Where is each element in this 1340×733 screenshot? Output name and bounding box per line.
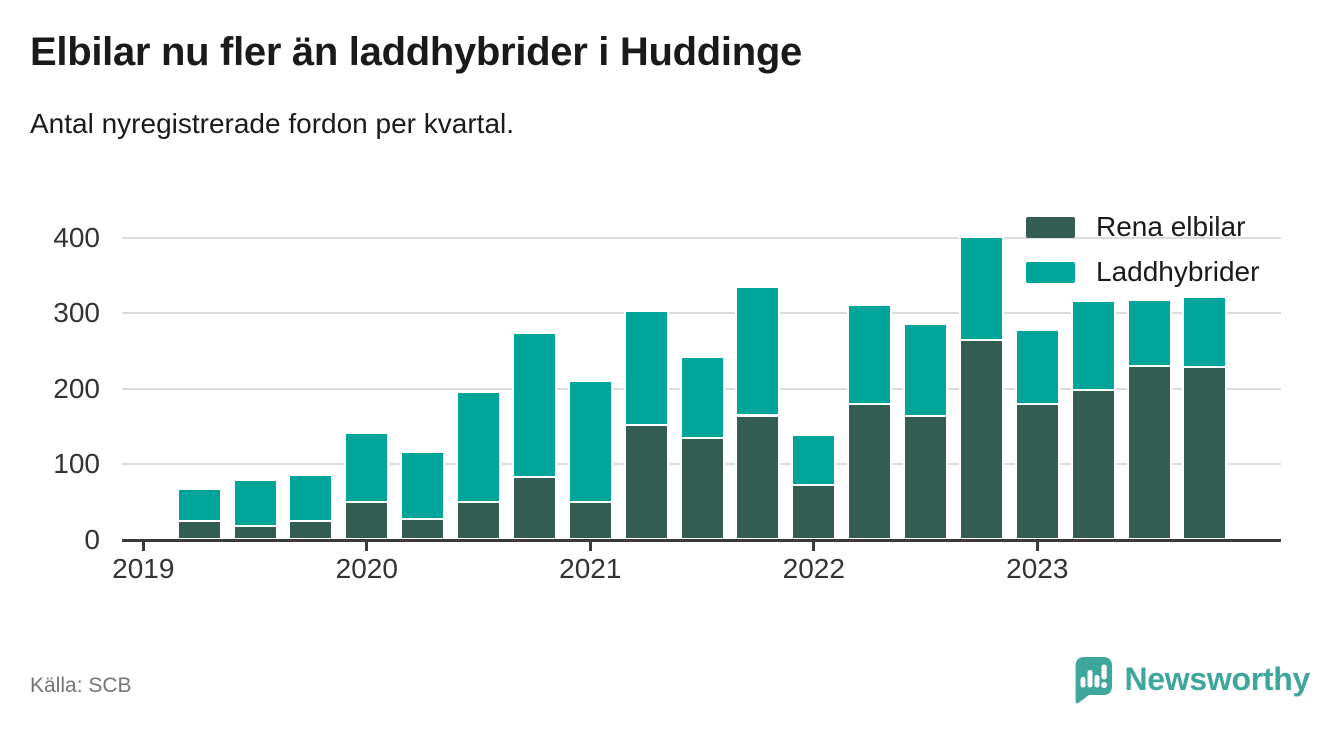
- bar-segment-laddhybrider: [511, 331, 557, 479]
- gridline-300: [122, 312, 1281, 315]
- bar-segment-rena-elbilar: [288, 520, 334, 540]
- chart-subtitle: Antal nyregistrerade fordon per kvartal.: [30, 108, 515, 139]
- bar-segment-laddhybrider: [344, 432, 390, 504]
- y-axis-label: 400: [53, 221, 100, 253]
- brand-name: Newsworthy: [1124, 661, 1311, 697]
- bar-segment-rena-elbilar: [1014, 403, 1060, 540]
- legend-item-laddhybrider: Laddhybrider: [1026, 256, 1259, 288]
- bar-segment-laddhybrider: [1126, 299, 1172, 367]
- bar-segment-laddhybrider: [400, 451, 446, 521]
- y-axis-label: 300: [53, 297, 100, 329]
- y-axis-label: 100: [53, 448, 100, 480]
- newsworthy-badge-icon: [1075, 657, 1112, 704]
- bar-segment-laddhybrider: [847, 303, 893, 406]
- bar-segment-rena-elbilar: [176, 519, 222, 540]
- x-axis-tick: [141, 541, 145, 551]
- bar-segment-laddhybrider: [456, 390, 502, 503]
- bar-segment-laddhybrider: [791, 433, 837, 487]
- bar-segment-laddhybrider: [288, 473, 334, 523]
- bar-segment-laddhybrider: [176, 488, 222, 522]
- bar-segment-rena-elbilar: [847, 403, 893, 540]
- bar-segment-rena-elbilar: [623, 424, 669, 540]
- bar-segment-rena-elbilar: [400, 518, 446, 540]
- bar-segment-rena-elbilar: [679, 437, 725, 540]
- legend-swatch-rena-elbilar: [1026, 216, 1075, 238]
- bar-segment-rena-elbilar: [791, 484, 837, 540]
- source-note: Källa: SCB: [30, 674, 132, 697]
- y-axis-label: 0: [84, 524, 100, 555]
- x-axis-tick: [365, 541, 369, 551]
- y-axis-label: 200: [53, 372, 100, 404]
- bar-segment-laddhybrider: [958, 235, 1004, 341]
- bar-segment-rena-elbilar: [456, 500, 502, 540]
- x-axis-tick: [812, 541, 816, 551]
- x-axis-label: 2020: [335, 553, 398, 584]
- legend-item-rena-elbilar: Rena elbilar: [1026, 211, 1259, 243]
- legend-label: Laddhybrider: [1096, 256, 1260, 287]
- legend-swatch-laddhybrider: [1026, 261, 1075, 283]
- x-axis-tick: [588, 541, 592, 551]
- legend: Rena elbilar Laddhybrider: [1026, 211, 1259, 288]
- bar-segment-laddhybrider: [1014, 329, 1060, 406]
- page-title: Elbilar nu fler än laddhybrider i Huddin…: [30, 30, 802, 74]
- x-axis-label: 2022: [782, 553, 845, 584]
- bar-segment-laddhybrider: [735, 286, 781, 417]
- bar-segment-laddhybrider: [1182, 296, 1228, 369]
- x-axis-tick: [1035, 541, 1039, 551]
- bar-segment-laddhybrider: [903, 322, 949, 417]
- x-axis-label: 2021: [559, 553, 622, 584]
- bar-segment-laddhybrider: [623, 309, 669, 427]
- bar-segment-rena-elbilar: [735, 414, 781, 540]
- bar-segment-rena-elbilar: [511, 476, 557, 540]
- x-axis-label: 2019: [112, 553, 175, 584]
- bar-segment-rena-elbilar: [567, 500, 613, 540]
- bar-segment-rena-elbilar: [958, 338, 1004, 540]
- bar-segment-laddhybrider: [567, 379, 613, 503]
- x-axis-line: [122, 538, 1281, 542]
- legend-label: Rena elbilar: [1096, 211, 1246, 242]
- bar-segment-rena-elbilar: [1126, 364, 1172, 540]
- bar-segment-laddhybrider: [1070, 299, 1116, 391]
- bar-segment-rena-elbilar: [903, 414, 949, 540]
- x-axis-label: 2023: [1006, 553, 1069, 584]
- bar-segment-rena-elbilar: [344, 501, 390, 540]
- gridline-400: [122, 236, 1281, 239]
- newsworthy-logo: Newsworthy: [1070, 655, 1311, 704]
- bar-segment-rena-elbilar: [1070, 388, 1116, 540]
- bar-segment-laddhybrider: [679, 355, 725, 440]
- bar-segment-laddhybrider: [232, 479, 278, 527]
- bar-segment-rena-elbilar: [1182, 366, 1228, 540]
